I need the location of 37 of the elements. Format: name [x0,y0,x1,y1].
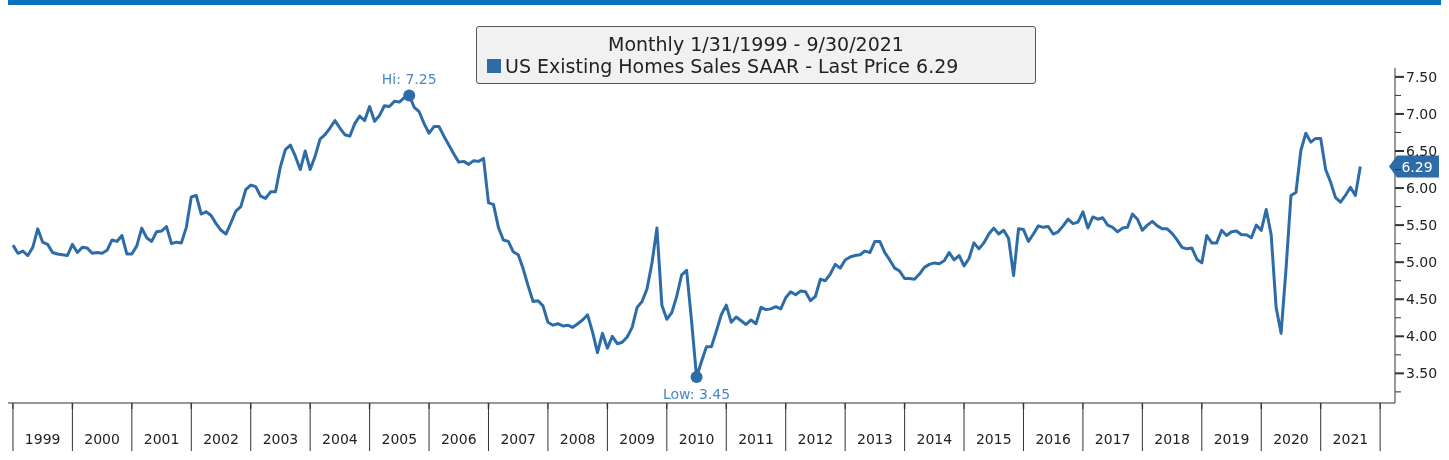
x-tick-label: 2000 [84,431,120,447]
annotation: Low: 3.45 [662,386,731,403]
y-tick-label: 5.00 [1406,254,1438,271]
x-tick-label: 2012 [797,431,834,447]
x-tick-label: 2008 [559,431,596,447]
x-tick-label: 2005 [381,431,418,447]
x-tick-label: 2010 [678,431,715,447]
y-tick-label: 7.00 [1406,105,1438,122]
legend-title: Monthly 1/31/1999 - 9/30/2021 [607,33,905,55]
legend-label: US Existing Homes Sales SAAR - Last Price 6.29 [505,55,959,77]
y-tick-label: 4.50 [1406,291,1438,308]
x-tick-label: 2017 [1094,431,1131,447]
y-tick-label: 6.50 [1406,143,1438,160]
x-tick-label: 2016 [1035,431,1072,447]
x-tick-label: 2003 [262,431,299,447]
x-tick-label: 2004 [322,431,358,447]
y-tick-label: 3.50 [1406,365,1438,382]
x-tick-label: 1999 [24,431,61,447]
y-tick-label: 6.00 [1406,180,1438,197]
y-tick-label: 7.50 [1406,68,1438,85]
y-tick-label: 5.50 [1406,217,1438,234]
annotation: Hi: 7.25 [381,71,437,88]
x-tick-label: 2018 [1154,431,1190,447]
x-tick-label: 2014 [916,431,953,447]
annotation: 6.29 [1401,158,1433,175]
x-tick-label: 2013 [857,431,893,447]
x-tick-label: 2020 [1273,431,1309,447]
x-tick-label: 2015 [975,431,1012,447]
x-tick-label: 2019 [1213,431,1250,447]
x-tick-label: 2009 [619,431,655,447]
x-tick-label: 2001 [143,431,180,447]
x-tick-label: 2006 [440,431,477,447]
x-tick-label: 2002 [203,431,239,447]
y-tick-label: 4.00 [1406,328,1438,345]
x-tick-label: 2007 [500,431,537,447]
x-tick-label: 2021 [1332,431,1369,447]
x-tick-label: 2011 [738,431,774,447]
